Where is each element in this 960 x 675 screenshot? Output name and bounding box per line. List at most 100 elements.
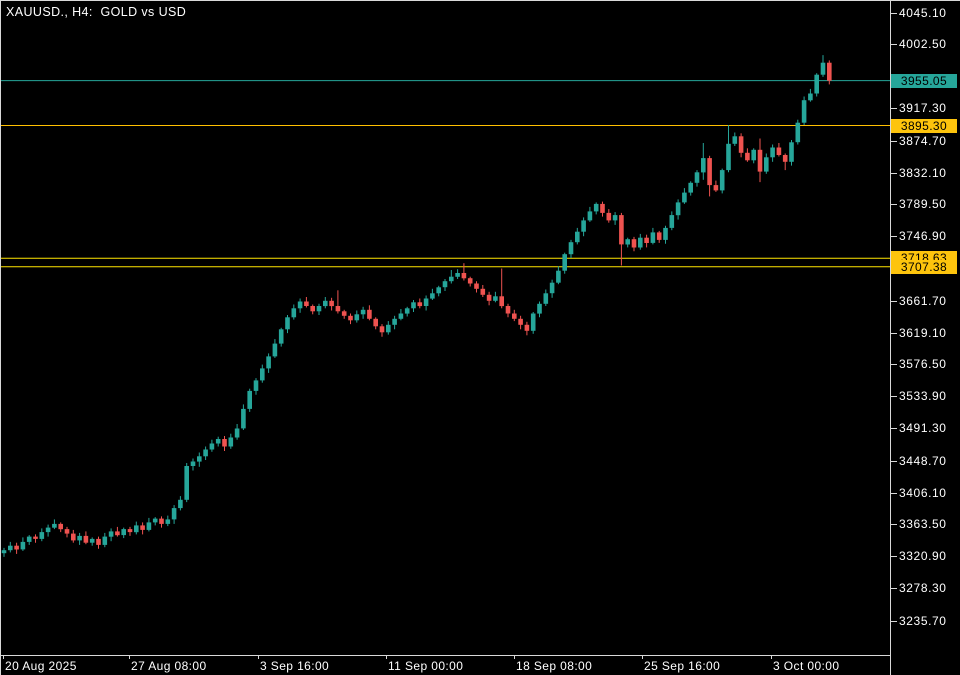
candle — [184, 463, 189, 503]
price-axis-label: 3406.10 — [899, 486, 947, 500]
candle — [266, 353, 271, 373]
candle — [732, 132, 738, 146]
price-axis-tick — [890, 461, 897, 462]
candle — [562, 252, 567, 274]
candle — [341, 309, 347, 319]
time-axis-label: 3 Sep 16:00 — [260, 659, 330, 673]
candle — [669, 211, 675, 231]
candle — [398, 309, 404, 321]
price-axis-tick — [890, 301, 897, 302]
candle — [820, 55, 826, 77]
candle — [650, 227, 656, 245]
candle — [297, 298, 303, 313]
price-axis-label: 3917.30 — [899, 101, 947, 115]
price-axis-tick — [890, 44, 897, 45]
chart-title: XAUUSD., H4: GOLD vs USD — [6, 5, 187, 19]
candle — [524, 321, 530, 336]
price-axis-label: 3832.10 — [899, 166, 947, 180]
candle — [285, 315, 290, 334]
candle — [549, 279, 555, 298]
candle — [612, 212, 618, 225]
price-axis-tick — [890, 621, 897, 622]
candle — [782, 153, 788, 171]
time-axis-tick — [129, 655, 130, 659]
price-axis-tick — [890, 204, 897, 205]
price-axis-label: 3789.50 — [899, 197, 947, 211]
candle — [52, 519, 57, 530]
candle — [770, 144, 775, 162]
candle — [8, 541, 13, 553]
candle — [71, 529, 76, 543]
candle — [323, 297, 328, 309]
candle — [631, 236, 637, 252]
price-axis-tick — [890, 364, 897, 365]
price-axis-label: 3491.30 — [899, 421, 947, 435]
candle — [556, 266, 561, 285]
price-axis[interactable]: 4045.10 4002.50 3917.30 3874.70 3832.10 3789.… — [890, 0, 960, 655]
time-axis-tick — [642, 655, 643, 659]
candle — [108, 528, 114, 542]
candle — [663, 225, 668, 244]
candle — [228, 433, 234, 449]
price-chart-plot[interactable]: XAUUSD., H4: GOLD vs USD — [0, 0, 890, 655]
price-axis-label: 3235.70 — [899, 614, 947, 628]
candle — [373, 317, 378, 330]
price-axis-label: 3278.30 — [899, 581, 947, 595]
candle — [89, 537, 95, 546]
candle — [367, 305, 372, 321]
candle — [272, 339, 278, 358]
candle — [808, 88, 813, 102]
candle — [64, 526, 70, 538]
price-axis-tick — [890, 428, 897, 429]
candle — [518, 315, 523, 330]
candle — [115, 526, 120, 537]
candle — [203, 446, 208, 460]
candle — [417, 298, 423, 309]
price-axis-tick — [890, 493, 897, 494]
candle — [625, 237, 630, 248]
candle — [234, 424, 240, 440]
candle — [26, 535, 32, 545]
candle — [827, 60, 832, 85]
candle — [493, 291, 498, 303]
price-axis-tick — [890, 333, 897, 334]
candle — [197, 452, 202, 467]
candle — [291, 304, 297, 320]
candle — [241, 404, 246, 430]
candle — [260, 364, 265, 383]
candle — [209, 439, 215, 452]
price-axis-label: 3874.70 — [899, 134, 947, 148]
candle — [134, 521, 139, 535]
candle — [738, 133, 744, 158]
candle — [593, 202, 599, 215]
candle — [530, 312, 536, 334]
candle — [795, 119, 801, 145]
level-price-badge: 3895.30 — [891, 119, 957, 133]
candle — [178, 496, 183, 511]
time-axis[interactable]: 20 Aug 2025 27 Aug 08:00 3 Sep 16:00 11 Sep… — [0, 655, 890, 675]
candle — [436, 285, 441, 297]
window-border-left — [0, 0, 1, 675]
candle — [146, 517, 152, 532]
candle — [461, 263, 467, 281]
candle — [713, 180, 719, 192]
candle — [745, 148, 750, 162]
candle — [801, 96, 807, 125]
time-axis-label: 25 Sep 16:00 — [644, 659, 721, 673]
candle — [304, 297, 309, 308]
candle — [102, 532, 108, 548]
candle — [575, 227, 580, 245]
candle — [814, 73, 819, 97]
candle — [316, 303, 322, 315]
time-axis-label: 20 Aug 2025 — [5, 659, 77, 673]
candlestick-canvas[interactable] — [0, 0, 890, 655]
candle — [215, 436, 221, 447]
candle — [656, 230, 662, 243]
candle — [14, 542, 19, 554]
candle — [480, 285, 486, 297]
candle — [278, 327, 284, 347]
price-axis-tick — [890, 556, 897, 557]
price-axis-tick — [890, 588, 897, 589]
price-axis-label: 3320.90 — [899, 549, 947, 563]
candle — [45, 524, 51, 537]
